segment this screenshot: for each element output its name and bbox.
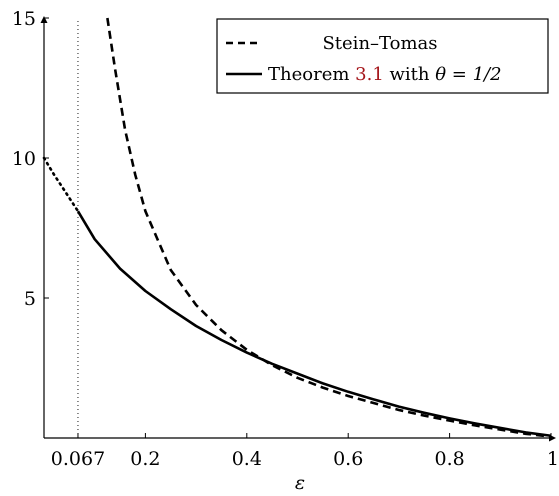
legend-label-theorem-middle: with [384,64,435,85]
x-tick-label: 0.2 [130,448,160,470]
x-tick-label: 0.067 [51,448,105,470]
x-axis-title: ε [295,472,305,494]
x-tick-label: 0.8 [434,448,464,470]
y-tick-label: 15 [12,8,36,30]
x-tick-label: 1 [547,448,559,470]
y-tick-label: 5 [24,288,36,310]
series-layer [42,17,552,438]
series-line-0 [106,17,552,438]
series-line-2 [42,156,80,213]
legend-box [216,18,549,94]
legend-label-theorem-math: θ = 1/2 [435,64,501,85]
legend-label-stein-tomas: Stein–Tomas [322,33,437,54]
legend: Stein–Tomas Theorem 3.1 with θ = 1/2 [216,18,549,94]
y-tick-label: 10 [12,148,36,170]
y-axis-arrow [40,16,48,23]
series-line-1 [76,210,552,438]
legend-label-theorem-prefix: Theorem [268,64,355,85]
x-tick-label: 0.6 [333,448,363,470]
x-axis-arrow [549,434,556,442]
legend-label-theorem: Theorem 3.1 with θ = 1/2 [268,64,502,85]
legend-label-theorem-ref[interactable]: 3.1 [355,64,384,85]
x-tick-label: 0.4 [232,448,262,470]
